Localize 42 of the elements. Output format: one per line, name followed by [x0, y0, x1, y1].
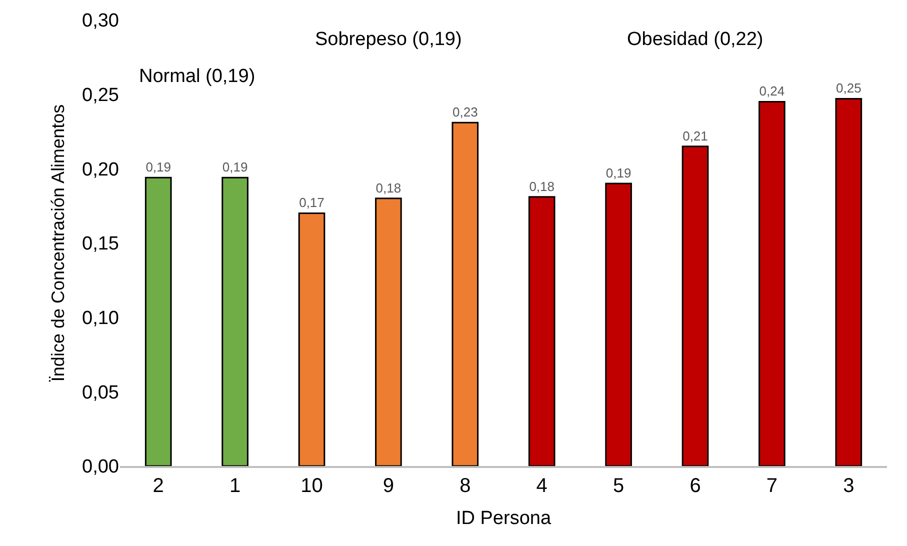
- x-axis-title: ID Persona: [456, 508, 552, 530]
- data-label: 0,21: [682, 128, 708, 144]
- data-label: 0,25: [836, 80, 862, 96]
- y-tick-label: 0,05: [82, 382, 119, 404]
- y-tick-label: 0,15: [82, 234, 119, 255]
- y-tick-label: 0,20: [82, 159, 119, 180]
- bar: [758, 101, 786, 466]
- y-tick-label: 0,30: [82, 10, 119, 32]
- x-tick-label: 4: [536, 474, 548, 497]
- bar: [222, 176, 248, 466]
- bar: [452, 122, 479, 466]
- bar: [144, 176, 172, 466]
- bar: [375, 198, 402, 466]
- x-tick-label: 2: [152, 474, 164, 497]
- x-tick-label: 10: [300, 474, 323, 497]
- data-label: 0,24: [759, 84, 785, 99]
- x-tick-label: 7: [766, 474, 778, 497]
- data-label: 0,18: [529, 178, 555, 194]
- bar: [605, 182, 632, 466]
- y-axis-title: Ïndice de Concentración Alimentos: [48, 104, 68, 382]
- data-label: 0,19: [222, 160, 248, 175]
- y-tick-label: 0,25: [82, 84, 119, 106]
- y-tick-label: 0,00: [82, 456, 119, 478]
- data-label: 0,19: [146, 160, 172, 175]
- data-label: 0,19: [606, 165, 632, 180]
- x-tick-label: 5: [612, 474, 624, 497]
- annotation: Normal (0,19): [139, 66, 256, 87]
- bar: [835, 98, 862, 466]
- x-tick-label: 9: [382, 474, 394, 497]
- x-tick-label: 8: [460, 474, 471, 497]
- data-label: 0,18: [376, 180, 402, 196]
- y-tick-label: 0,10: [82, 308, 119, 329]
- x-tick-label: 3: [843, 474, 854, 497]
- annotation: Obesidad (0,22): [627, 29, 764, 50]
- bar: [298, 212, 326, 466]
- bar: [682, 146, 709, 466]
- data-label: 0,23: [452, 104, 478, 120]
- x-tick-label: 1: [229, 474, 241, 497]
- x-tick-label: 6: [690, 474, 701, 497]
- data-label: 0,17: [299, 195, 324, 210]
- annotation: Sobrepeso (0,19): [315, 29, 462, 50]
- bar: [528, 196, 556, 466]
